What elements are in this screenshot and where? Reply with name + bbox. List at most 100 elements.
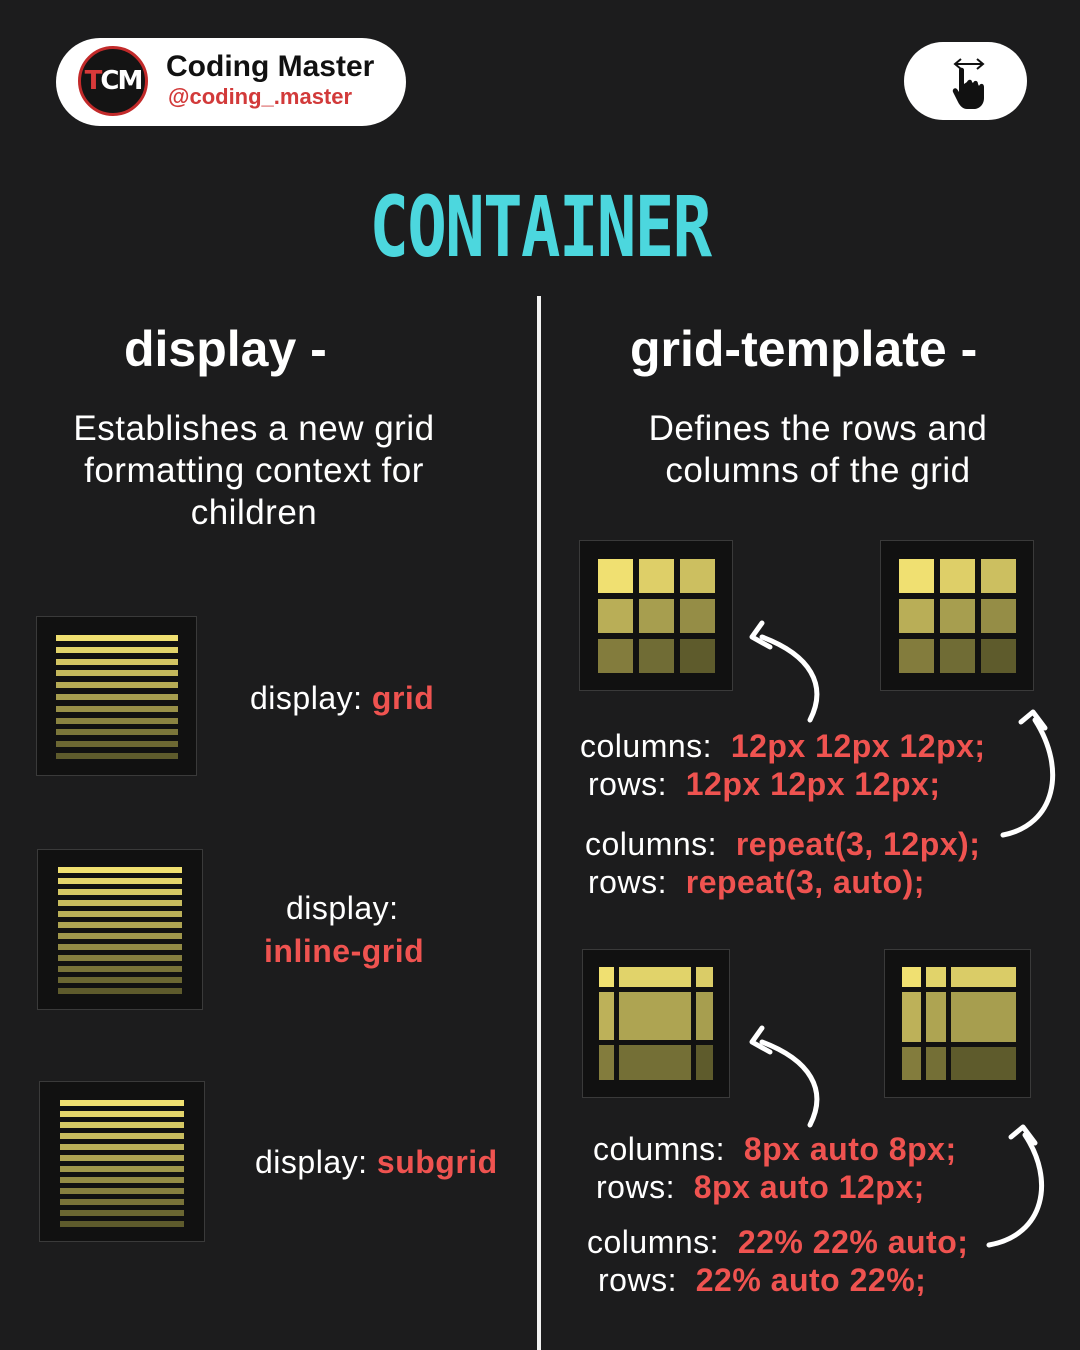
- stripe: [58, 977, 182, 983]
- description-line: formatting context for: [84, 451, 424, 490]
- description-line: Establishes a new grid: [73, 409, 435, 448]
- code-value: 22% auto 22%;: [695, 1262, 927, 1298]
- grid-cell: [639, 559, 674, 593]
- stripe: [58, 878, 182, 884]
- display-description: Establishes a new grid formatting contex…: [30, 408, 478, 534]
- grid-cell: [981, 639, 1016, 673]
- code-value: 12px 12px 12px;: [685, 766, 941, 802]
- code-property: rows:: [596, 1169, 675, 1205]
- grid-cell: [599, 967, 614, 987]
- stripe: [58, 966, 182, 972]
- grid-cell: [696, 992, 713, 1040]
- grid-cell: [940, 599, 975, 633]
- stripe: [60, 1177, 184, 1183]
- stripe: [58, 944, 182, 950]
- grid-template-heading: grid-template -: [630, 321, 978, 377]
- stripe: [58, 955, 182, 961]
- grid-frame-tile: [582, 949, 730, 1098]
- grid-cell: [598, 639, 633, 673]
- stripe: [56, 705, 178, 712]
- display-grid-label: display: grid: [250, 680, 434, 717]
- code-line: rows: 8px auto 12px;: [596, 1168, 925, 1206]
- code-property: columns:: [580, 728, 713, 764]
- stripe: [60, 1210, 184, 1216]
- stripe: [58, 933, 182, 939]
- grid-cell: [598, 599, 633, 633]
- property-name: display:: [250, 680, 372, 716]
- grid-cell: [599, 1045, 614, 1080]
- stripe: [58, 922, 182, 928]
- stripe: [56, 670, 178, 677]
- grid-cell: [639, 599, 674, 633]
- stripe: [58, 867, 182, 873]
- stripe: [56, 741, 178, 748]
- page-title: CONTAINER: [369, 178, 713, 276]
- grid-cell: [639, 639, 674, 673]
- code-property: columns:: [587, 1224, 720, 1260]
- grid-cell: [598, 559, 633, 593]
- stripe: [56, 753, 178, 759]
- code-value: 8px auto 8px;: [743, 1131, 957, 1167]
- grid-cell: [899, 599, 934, 633]
- code-value: repeat(3, 12px);: [735, 826, 981, 862]
- grid-cell: [680, 559, 715, 593]
- grid-cell: [902, 967, 921, 987]
- swipe-hand-icon: [952, 58, 985, 109]
- code-value: 12px 12px 12px;: [730, 728, 986, 764]
- curved-arrow-icon: [986, 1124, 1045, 1248]
- stripe: [56, 646, 178, 653]
- grid-cell: [926, 1047, 946, 1080]
- stripe: [56, 682, 178, 689]
- code-property: rows:: [588, 766, 667, 802]
- stripe: [58, 911, 182, 917]
- grid-cell: [951, 1047, 1016, 1080]
- stripe: [60, 1155, 184, 1161]
- code-property: rows:: [588, 864, 667, 900]
- description-line: Defines the rows and: [648, 409, 988, 448]
- code-line: columns: 8px auto 8px;: [593, 1130, 957, 1168]
- swipe-button[interactable]: [904, 42, 1027, 120]
- stripe: [60, 1133, 184, 1139]
- grid-cell: [940, 559, 975, 593]
- code-value: 22% 22% auto;: [737, 1224, 969, 1260]
- stripe: [58, 889, 182, 895]
- display-inline-grid-label: display:: [286, 890, 399, 926]
- stripe: [60, 1111, 184, 1117]
- brand-name: Coding Master: [166, 50, 375, 83]
- brand-logo: TCM: [78, 46, 148, 116]
- display-heading: display -: [124, 321, 327, 377]
- grid-cell: [619, 1045, 691, 1080]
- code-line: rows: 22% auto 22%;: [598, 1261, 926, 1299]
- grid-cell: [680, 639, 715, 673]
- code-property: columns:: [585, 826, 718, 862]
- grid-cell: [926, 967, 946, 987]
- code-line: columns: 12px 12px 12px;: [580, 727, 986, 765]
- stripe: [56, 729, 178, 736]
- grid-frame-tile: [884, 949, 1031, 1098]
- grid-cell: [680, 599, 715, 633]
- property-name: display:: [255, 1144, 377, 1180]
- stripe: [60, 1166, 184, 1172]
- inline-grid-value: inline-grid: [264, 933, 425, 969]
- curved-arrow-icon: [749, 620, 820, 723]
- code-value: 8px auto 12px;: [693, 1169, 925, 1205]
- grid-cell: [940, 639, 975, 673]
- grid-stripes-tile: [36, 616, 197, 776]
- code-property: rows:: [598, 1262, 677, 1298]
- brand-handle: @coding_.master: [168, 84, 353, 109]
- subgrid-stripes-tile: [39, 1081, 205, 1242]
- grid-cell: [981, 599, 1016, 633]
- stripe: [60, 1100, 184, 1106]
- stripe: [56, 717, 178, 724]
- code-property: columns:: [593, 1131, 726, 1167]
- stripe: [60, 1199, 184, 1205]
- grid-3x3-tile: [880, 540, 1034, 691]
- stripe: [56, 658, 178, 665]
- stripe: [60, 1144, 184, 1150]
- grid-cell: [619, 967, 691, 987]
- grid-cell: [696, 967, 713, 987]
- grid-cell: [899, 559, 934, 593]
- display-subgrid-label: display: subgrid: [255, 1144, 498, 1181]
- grid-cell: [981, 559, 1016, 593]
- grid-cell: [926, 992, 946, 1042]
